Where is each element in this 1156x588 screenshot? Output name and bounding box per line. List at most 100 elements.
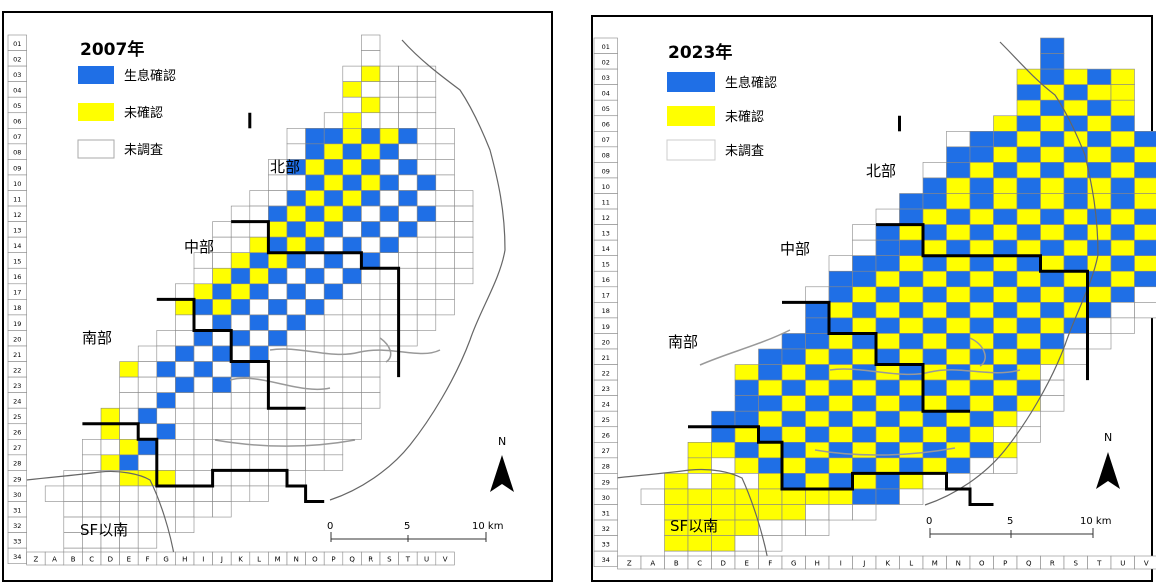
grid-cell <box>970 225 994 241</box>
grid-cell <box>194 424 213 440</box>
grid-cell <box>436 237 455 253</box>
grid-cell <box>380 268 399 284</box>
column-label: D <box>108 556 113 564</box>
grid-cell <box>712 427 736 443</box>
grid-cell <box>194 377 213 393</box>
grid-cell <box>665 489 689 505</box>
grid-cell <box>782 411 806 427</box>
legend-label-unsurveyed: 未調査 <box>725 144 764 159</box>
grid-cell <box>853 473 877 489</box>
grid-cell <box>876 240 900 256</box>
grid-cell <box>735 365 759 381</box>
grid-cell <box>853 505 877 521</box>
grid-cell <box>947 458 971 474</box>
grid-cell <box>759 505 783 521</box>
row-label: 11 <box>602 198 610 206</box>
grid-cell <box>101 486 120 502</box>
column-label: A <box>650 560 655 568</box>
grid-cell <box>829 396 853 412</box>
grid-cell <box>175 299 194 315</box>
grid-cell <box>923 427 947 443</box>
row-label: 12 <box>13 211 21 219</box>
column-label: F <box>145 556 149 564</box>
grid-cell <box>287 191 306 207</box>
grid-cell <box>853 256 877 272</box>
grid-cell <box>900 489 924 505</box>
grid-cell <box>64 486 83 502</box>
grid-cell <box>1017 287 1041 303</box>
grid-cell <box>876 349 900 365</box>
legend-label-unconfirmed: 未確認 <box>124 105 163 121</box>
grid-cell <box>947 287 971 303</box>
region-label-sf-south: SF以南 <box>80 521 128 539</box>
grid-cell <box>1135 194 1156 210</box>
grid-cell <box>970 178 994 194</box>
row-label: 23 <box>13 382 21 390</box>
grid-cell <box>231 299 250 315</box>
grid-cell <box>250 393 269 409</box>
grid-cell <box>250 315 269 331</box>
grid-cell <box>361 377 380 393</box>
grid-cell <box>324 315 343 331</box>
grid-cell <box>120 439 139 455</box>
grid-cell <box>213 237 232 253</box>
grid-cell <box>759 365 783 381</box>
grid-cell <box>138 439 157 455</box>
grid-cell <box>712 411 736 427</box>
grid-cell <box>1017 85 1041 101</box>
grid-cell <box>101 408 120 424</box>
column-label: U <box>1120 560 1125 568</box>
grid-cell <box>213 299 232 315</box>
grid-cell <box>417 191 436 207</box>
grid-cell <box>417 222 436 238</box>
row-label: 27 <box>602 447 610 455</box>
grid-cell <box>970 287 994 303</box>
grid-cell <box>829 287 853 303</box>
column-label: G <box>163 556 168 564</box>
grid-cell <box>417 206 436 222</box>
grid-cell <box>157 408 176 424</box>
grid-cell <box>194 393 213 409</box>
grid-cell <box>782 333 806 349</box>
grid-cell <box>994 318 1018 334</box>
grid-cell <box>250 455 269 471</box>
grid-cell <box>324 206 343 222</box>
grid-cell <box>399 237 418 253</box>
scale-label-5: 5 <box>404 521 410 532</box>
grid-cell <box>947 411 971 427</box>
column-label: O <box>979 560 985 568</box>
grid-cell <box>1111 318 1135 334</box>
column-label: M <box>275 556 281 564</box>
column-label: Z <box>627 560 632 568</box>
row-label: 09 <box>602 167 610 175</box>
grid-cell <box>923 271 947 287</box>
grid-cell <box>970 194 994 210</box>
grid-cell <box>399 175 418 191</box>
grid-cell <box>250 237 269 253</box>
row-label: 22 <box>13 366 21 374</box>
grid-cell <box>287 377 306 393</box>
grid-cell <box>306 222 325 238</box>
grid-cell <box>1088 225 1112 241</box>
row-label: 16 <box>13 273 21 281</box>
grid-cell <box>806 473 830 489</box>
grid-cell <box>1017 240 1041 256</box>
row-label: 20 <box>13 335 21 343</box>
grid-cell <box>1135 178 1156 194</box>
grid-cell <box>1017 131 1041 147</box>
grid-cell <box>361 222 380 238</box>
row-label: 29 <box>602 478 610 486</box>
grid-cell <box>1041 396 1065 412</box>
grid-cell <box>306 144 325 160</box>
grid-cell <box>1111 100 1135 116</box>
grid-cell <box>947 473 971 489</box>
grid-cell <box>994 271 1018 287</box>
grid-cell <box>994 333 1018 349</box>
grid-cell <box>268 439 287 455</box>
grid-cell <box>1041 194 1065 210</box>
grid-cell <box>250 253 269 269</box>
grid-cell <box>250 330 269 346</box>
grid-cell <box>994 458 1018 474</box>
grid-cell <box>343 237 362 253</box>
grid-cell <box>380 284 399 300</box>
